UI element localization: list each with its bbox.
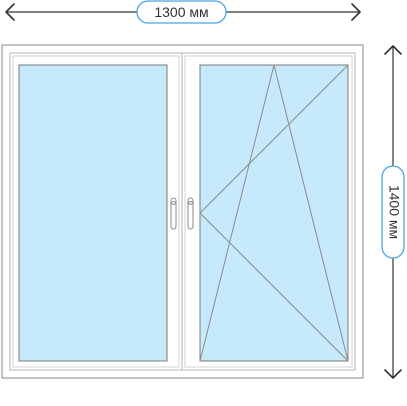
- height-arrow-bottom-icon: [384, 369, 402, 379]
- right-glass-pane: [199, 64, 349, 362]
- right-sash: [184, 55, 353, 368]
- left-glass-pane: [18, 64, 168, 362]
- height-label-badge: [381, 165, 405, 259]
- width-label: 1300 мм: [154, 4, 208, 20]
- turn-opening-symbol: [199, 64, 349, 362]
- height-dimension: 1400 мм: [381, 45, 405, 379]
- height-label: 1400 мм: [386, 185, 402, 239]
- tilt-opening-symbol: [199, 64, 349, 362]
- width-arrow-left-icon: [5, 3, 15, 21]
- width-arrow-right-icon: [351, 3, 361, 21]
- left-sash-frame: [12, 55, 180, 368]
- left-sash: [12, 55, 180, 368]
- height-arrow-top-icon: [384, 45, 402, 55]
- left-handle-icon: [170, 197, 177, 230]
- width-dimension: 1300 мм: [5, 0, 361, 24]
- right-handle-icon: [187, 197, 194, 230]
- right-sash-frame: [184, 55, 353, 368]
- width-label-badge: [136, 0, 227, 24]
